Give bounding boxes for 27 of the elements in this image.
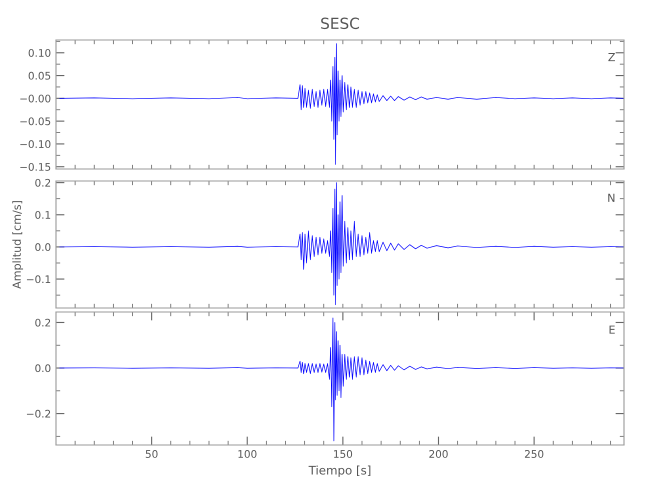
annotation: E xyxy=(610,326,615,334)
y-tick-label: −0.00 xyxy=(20,94,50,102)
x-tick-label: 50 xyxy=(146,450,158,458)
line-series xyxy=(59,182,624,306)
y-tick-label: 0.0 xyxy=(35,243,50,252)
y-tick-label: 0.2 xyxy=(35,178,50,187)
x-tick-label: 150 xyxy=(334,450,352,458)
y-tick-label: −0.2 xyxy=(26,410,50,418)
y-axis-title: Amplitud [cm/s] xyxy=(12,201,24,289)
annotation: N xyxy=(608,194,614,202)
x-tick-label: 200 xyxy=(429,450,448,458)
annotation: Z xyxy=(608,53,615,62)
y-tick-label: 0.0 xyxy=(35,364,50,372)
y-tick-label: −0.10 xyxy=(20,140,50,148)
y-tick-label: −0.05 xyxy=(20,117,50,126)
y-tick-label: 0.05 xyxy=(28,72,50,80)
y-tick-label: 0.10 xyxy=(28,48,50,57)
x-tick-label: 250 xyxy=(524,450,544,458)
x-axis-title: Tiempo [s] xyxy=(308,466,370,477)
x-tick-label: 100 xyxy=(238,450,256,458)
y-tick-label: −0.1 xyxy=(26,275,50,284)
line-series xyxy=(59,43,624,165)
y-tick-label: 0.1 xyxy=(35,210,50,219)
y-tick-label: −0.15 xyxy=(20,162,50,171)
y-tick-label: 0.2 xyxy=(35,318,50,327)
line-series xyxy=(59,318,624,442)
chart-title: SESC xyxy=(321,18,360,30)
